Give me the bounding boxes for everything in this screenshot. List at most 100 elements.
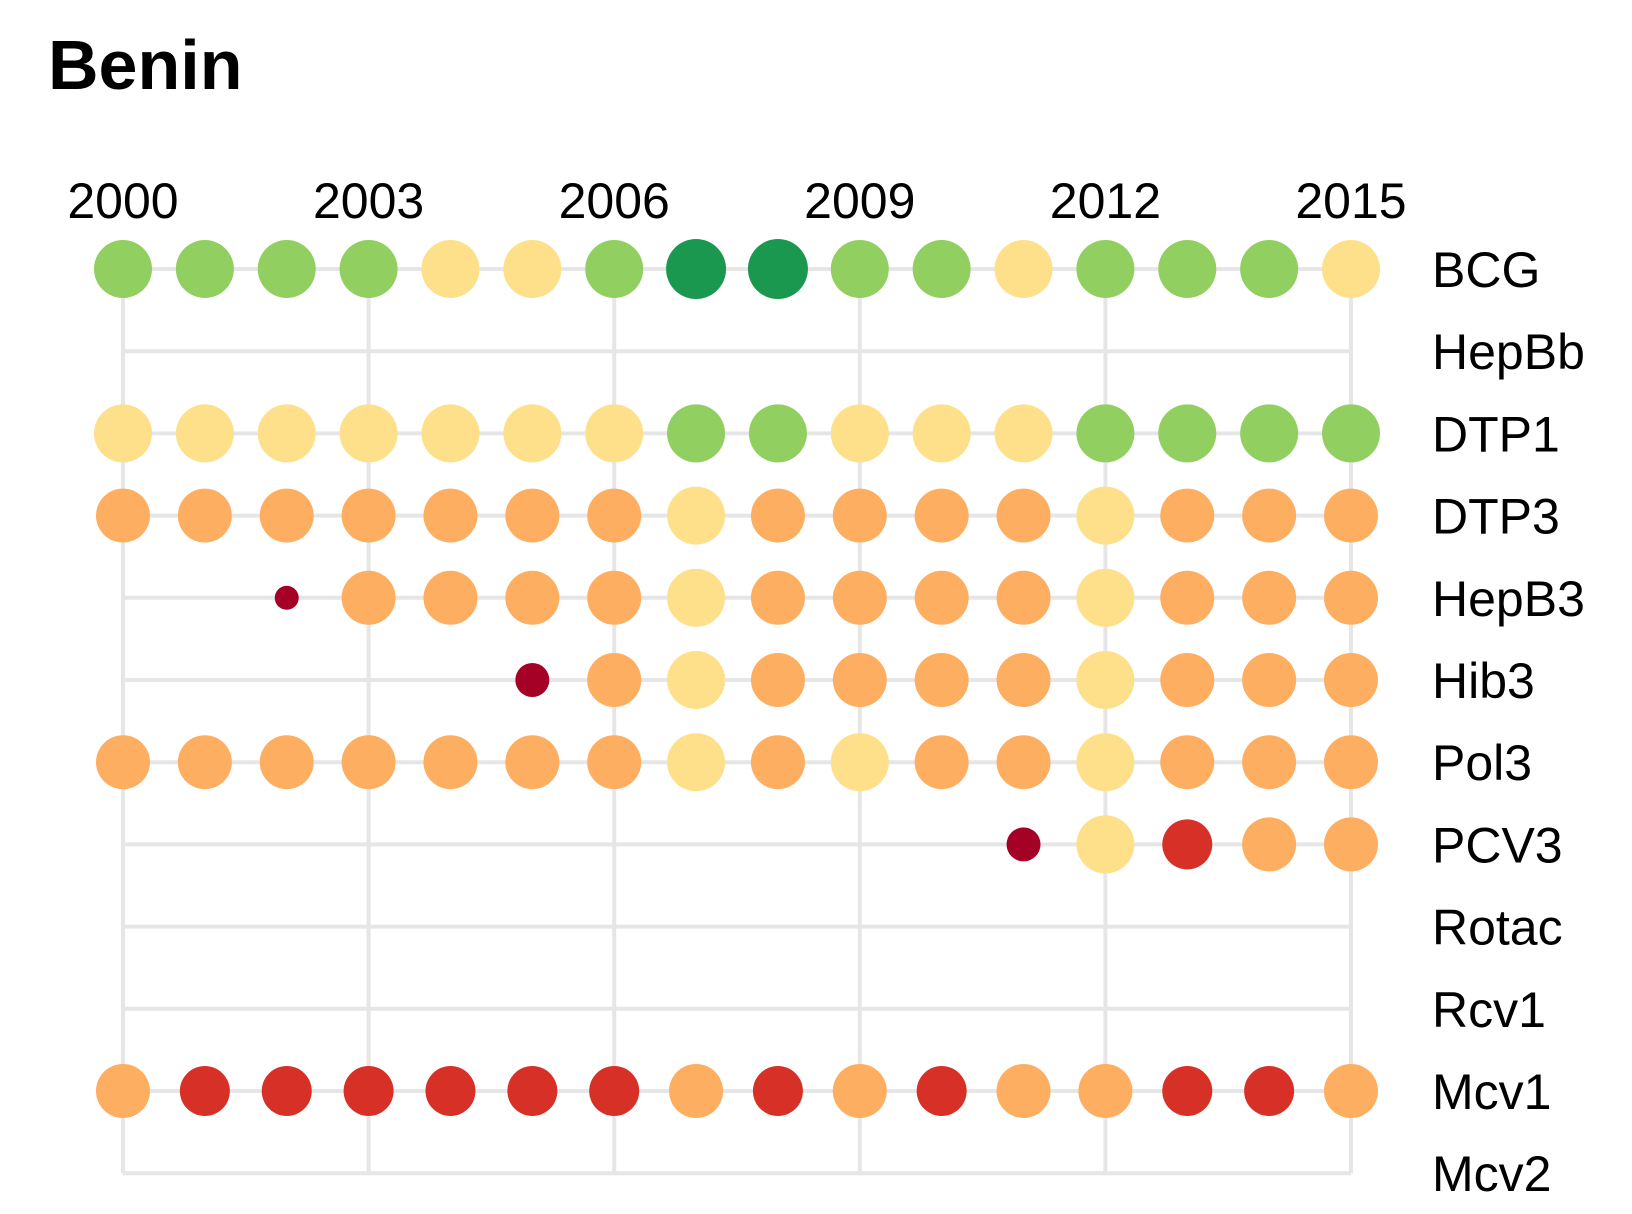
x-tick-label: 2006 xyxy=(559,173,670,229)
data-point xyxy=(274,585,299,610)
data-point xyxy=(1006,827,1041,862)
x-tick-label: 2015 xyxy=(1295,173,1406,229)
data-point xyxy=(339,240,398,298)
data-point xyxy=(341,488,396,543)
data-point xyxy=(1158,404,1217,463)
data-point xyxy=(996,1064,1051,1118)
data-point xyxy=(1324,735,1378,790)
data-point xyxy=(1324,653,1378,707)
data-point xyxy=(421,404,480,463)
data-point xyxy=(912,240,971,298)
data-point xyxy=(750,488,805,543)
x-tick-label: 2009 xyxy=(804,173,915,229)
data-point xyxy=(750,653,805,707)
data-point xyxy=(94,240,152,298)
data-point xyxy=(1076,486,1135,545)
data-point xyxy=(1242,570,1297,625)
data-point xyxy=(1076,733,1135,792)
data-point xyxy=(587,735,642,790)
data-point xyxy=(179,1066,230,1116)
data-point xyxy=(1162,1066,1213,1116)
data-point xyxy=(341,570,396,625)
grid-lines xyxy=(121,267,1353,1176)
data-point xyxy=(505,735,560,790)
data-point xyxy=(1160,653,1215,707)
data-point xyxy=(343,1066,394,1116)
data-point xyxy=(421,240,480,298)
vaccine-label: Rcv1 xyxy=(1432,982,1546,1038)
data-point xyxy=(1240,404,1299,463)
data-point xyxy=(1160,488,1215,543)
data-point xyxy=(914,570,969,625)
data-point xyxy=(832,653,887,707)
data-point xyxy=(1324,817,1378,872)
data-point xyxy=(1322,240,1380,298)
data-point xyxy=(1322,404,1380,463)
data-point xyxy=(1160,735,1215,790)
data-point xyxy=(503,240,562,298)
data-point xyxy=(423,570,478,625)
data-point xyxy=(177,735,232,790)
data-point xyxy=(832,488,887,543)
data-point xyxy=(177,488,232,543)
data-point xyxy=(425,1066,476,1116)
data-point xyxy=(666,239,727,299)
data-point xyxy=(667,486,726,545)
vaccine-label: PCV3 xyxy=(1432,817,1563,873)
data-points xyxy=(94,239,1380,1118)
data-point xyxy=(996,735,1051,790)
data-point xyxy=(1162,819,1213,870)
data-point xyxy=(96,735,150,790)
page-title: Benin xyxy=(48,26,243,104)
data-point xyxy=(585,404,644,463)
data-point xyxy=(259,735,314,790)
data-point xyxy=(589,1066,640,1116)
data-point xyxy=(1242,653,1297,707)
data-point xyxy=(914,653,969,707)
vaccine-label: HepB3 xyxy=(1432,571,1585,627)
data-point xyxy=(96,488,150,543)
x-tick-label: 2012 xyxy=(1050,173,1161,229)
vaccine-label: Mcv1 xyxy=(1432,1064,1551,1120)
data-point xyxy=(1076,815,1135,874)
data-point xyxy=(94,404,152,463)
data-point xyxy=(1242,735,1297,790)
data-point xyxy=(750,570,805,625)
data-point xyxy=(585,240,644,298)
data-point xyxy=(261,1066,312,1116)
data-point xyxy=(994,404,1053,463)
data-point xyxy=(423,488,478,543)
vaccine-label: Pol3 xyxy=(1432,735,1532,791)
x-tick-labels: 2000 2003 2006 2009 2012 2015 xyxy=(67,173,1406,229)
data-point xyxy=(175,404,234,463)
data-point xyxy=(339,404,398,463)
data-point xyxy=(832,1064,887,1118)
vaccine-label: Hib3 xyxy=(1432,653,1535,709)
data-point xyxy=(994,240,1053,298)
data-point xyxy=(1324,1064,1378,1118)
data-point xyxy=(1076,240,1135,298)
vaccine-label: Rotac xyxy=(1432,900,1563,956)
data-point xyxy=(1242,488,1297,543)
data-point xyxy=(1158,240,1217,298)
vaccine-label: DTP3 xyxy=(1432,489,1560,545)
data-point xyxy=(587,488,642,543)
data-point xyxy=(503,404,562,463)
data-point xyxy=(916,1066,967,1116)
data-point xyxy=(750,735,805,790)
data-point xyxy=(669,1064,724,1118)
data-point xyxy=(1324,488,1378,543)
data-point xyxy=(747,239,808,299)
data-point xyxy=(515,663,550,697)
data-point xyxy=(1244,1066,1295,1116)
vaccine-label: BCG xyxy=(1432,242,1540,298)
data-point xyxy=(259,488,314,543)
data-point xyxy=(505,570,560,625)
data-point xyxy=(912,404,971,463)
data-point xyxy=(1076,568,1135,627)
data-point xyxy=(1242,817,1297,872)
data-point xyxy=(830,240,889,298)
data-point xyxy=(423,735,478,790)
vaccine-label: DTP1 xyxy=(1432,406,1560,462)
data-point xyxy=(257,404,316,463)
